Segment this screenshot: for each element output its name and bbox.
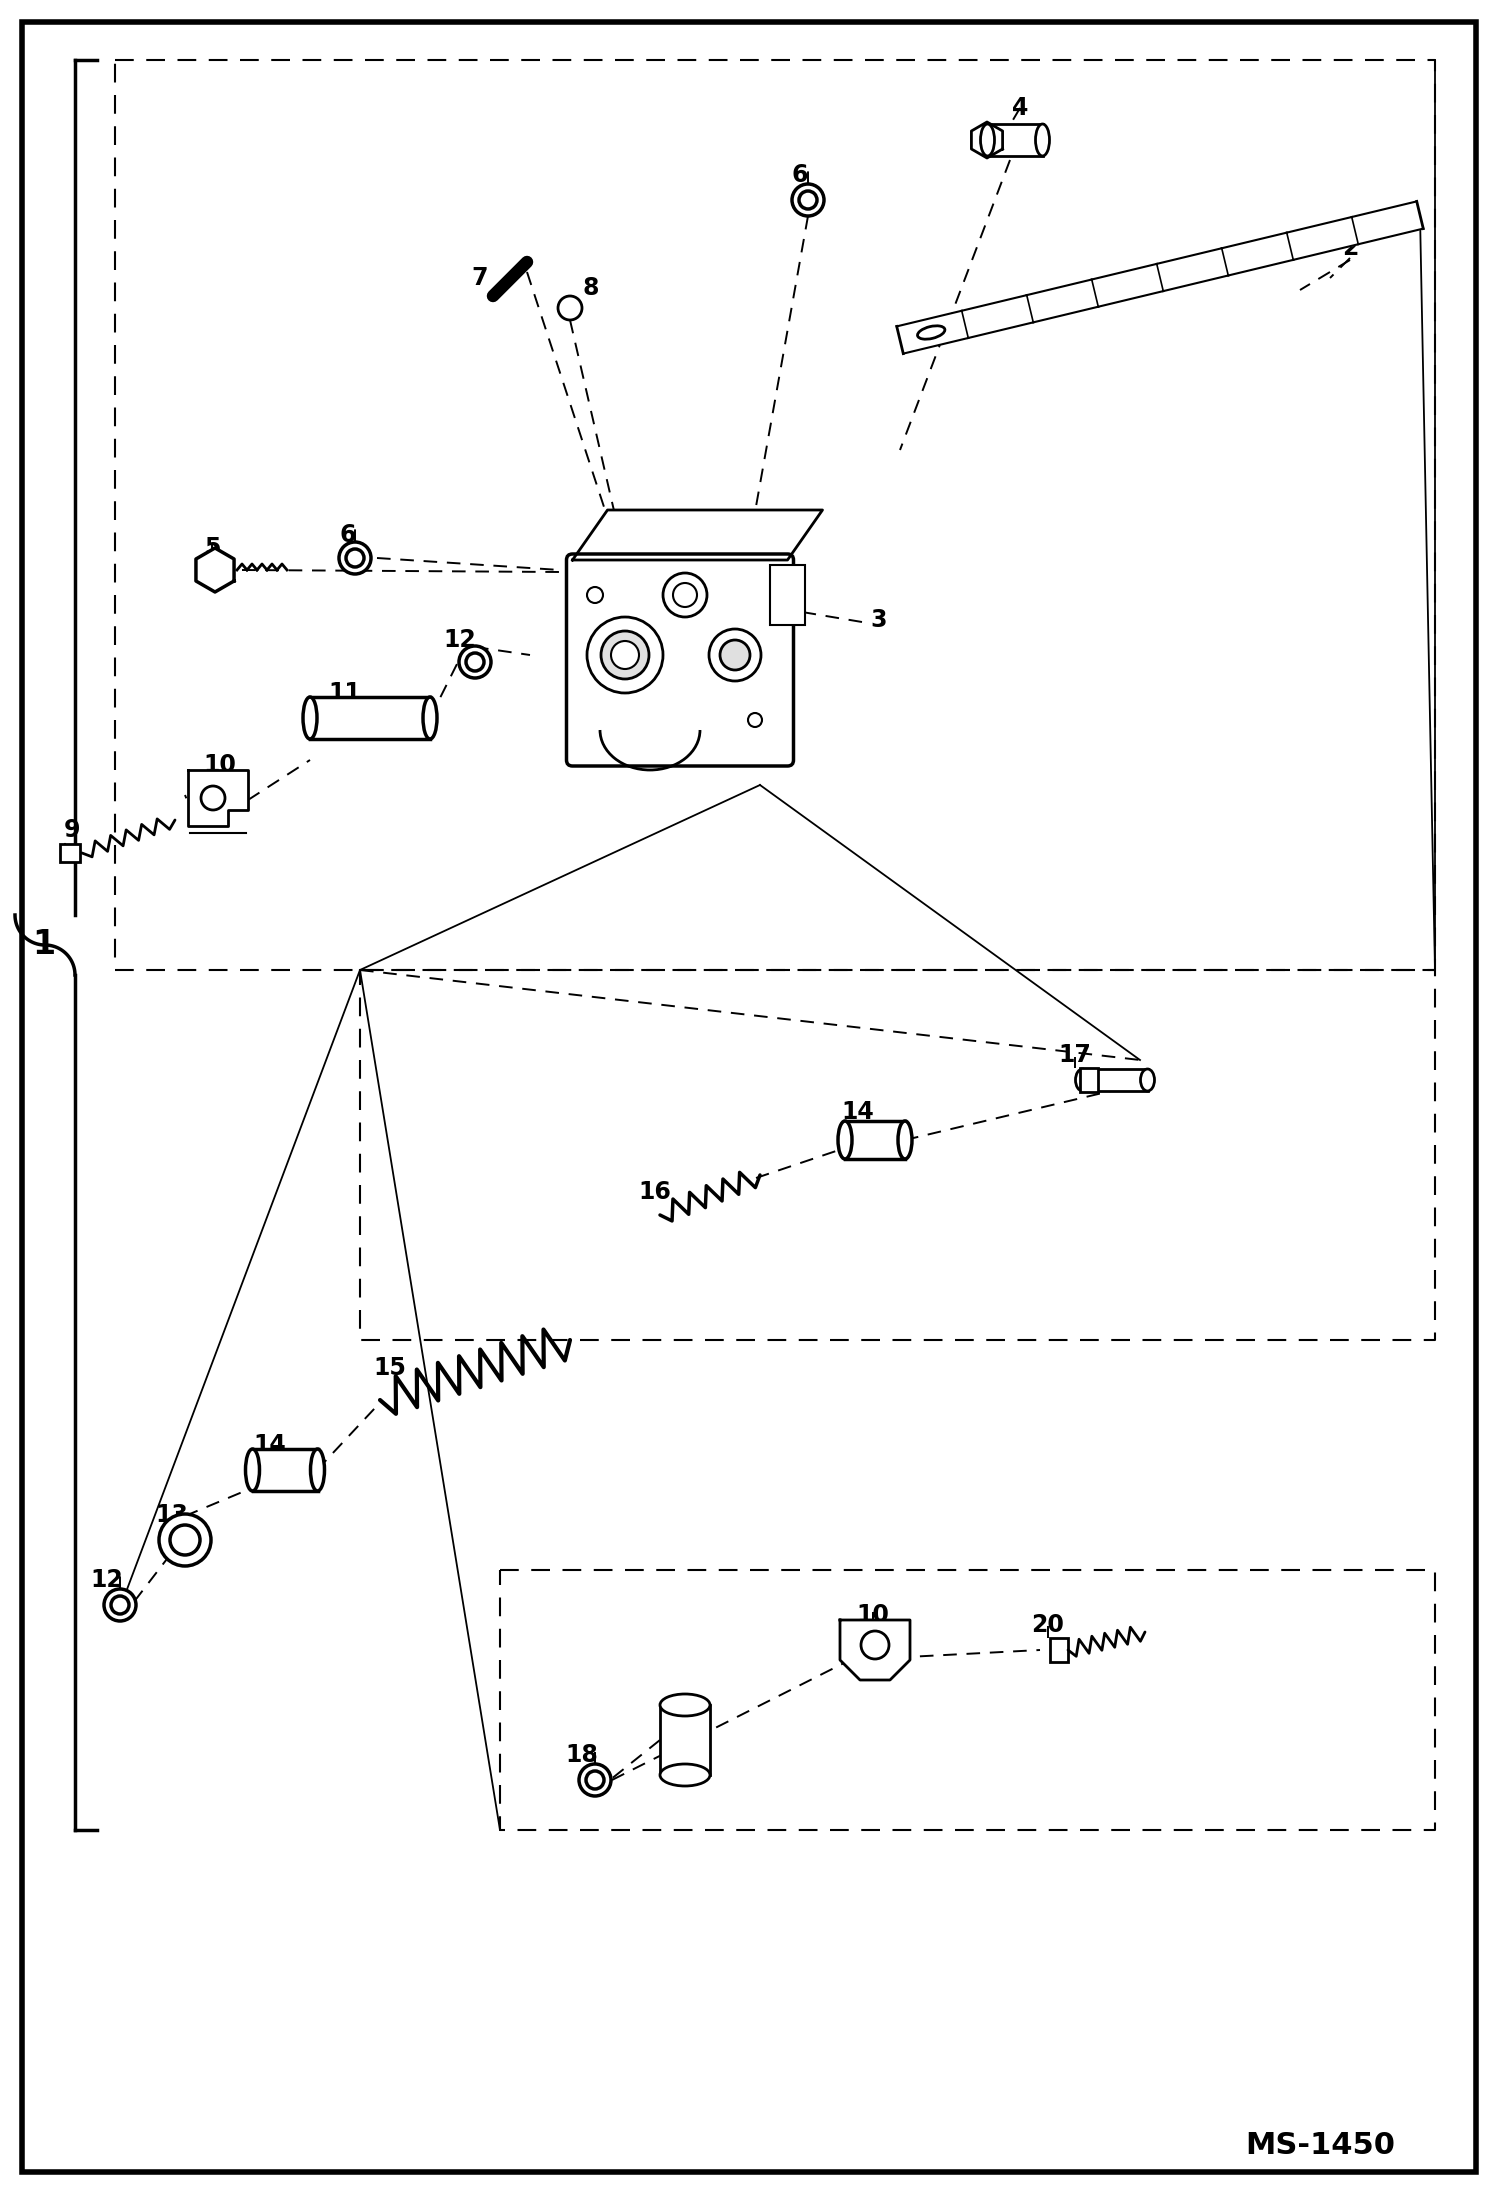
- Circle shape: [611, 641, 640, 669]
- Circle shape: [580, 1764, 611, 1797]
- Polygon shape: [572, 509, 822, 559]
- Text: 18: 18: [566, 1742, 598, 1766]
- Circle shape: [169, 1525, 201, 1556]
- Ellipse shape: [246, 1448, 259, 1492]
- Ellipse shape: [310, 1448, 325, 1492]
- Ellipse shape: [837, 1121, 852, 1158]
- Text: 16: 16: [638, 1180, 671, 1205]
- Polygon shape: [1287, 217, 1359, 259]
- Polygon shape: [189, 770, 249, 825]
- Polygon shape: [1222, 233, 1293, 276]
- Text: 1: 1: [33, 928, 55, 961]
- Text: 7: 7: [472, 265, 488, 290]
- Circle shape: [798, 191, 816, 208]
- Circle shape: [673, 584, 697, 608]
- Bar: [1080, 1068, 1098, 1093]
- Ellipse shape: [661, 1694, 710, 1716]
- Bar: [661, 1705, 710, 1775]
- Circle shape: [748, 713, 762, 726]
- FancyBboxPatch shape: [566, 555, 794, 766]
- Polygon shape: [840, 1619, 909, 1681]
- Text: 12: 12: [443, 627, 476, 652]
- Ellipse shape: [303, 698, 318, 739]
- Text: 4: 4: [1011, 97, 1028, 121]
- Bar: [253, 1448, 318, 1492]
- Circle shape: [103, 1588, 136, 1621]
- Ellipse shape: [1035, 125, 1050, 156]
- Text: 9: 9: [64, 818, 81, 842]
- Ellipse shape: [661, 1764, 710, 1786]
- Bar: [60, 845, 79, 862]
- Circle shape: [201, 785, 225, 810]
- Circle shape: [466, 654, 484, 671]
- Bar: [1050, 1639, 1068, 1663]
- Ellipse shape: [1076, 1068, 1089, 1090]
- Polygon shape: [897, 312, 968, 353]
- Polygon shape: [1026, 279, 1098, 323]
- Ellipse shape: [897, 1121, 912, 1158]
- Text: 10: 10: [857, 1604, 890, 1628]
- Circle shape: [557, 296, 583, 320]
- Bar: [1083, 1068, 1147, 1090]
- Text: 11: 11: [328, 680, 361, 704]
- Text: 2: 2: [1342, 237, 1359, 261]
- Text: 15: 15: [373, 1356, 406, 1380]
- Circle shape: [601, 632, 649, 678]
- Circle shape: [159, 1514, 211, 1567]
- Circle shape: [346, 548, 364, 566]
- Text: 8: 8: [583, 276, 599, 301]
- Polygon shape: [962, 296, 1034, 338]
- Bar: [845, 1121, 905, 1158]
- Text: 10: 10: [204, 753, 237, 777]
- Ellipse shape: [422, 698, 437, 739]
- Bar: [770, 566, 804, 625]
- Bar: [310, 698, 430, 739]
- Circle shape: [339, 542, 372, 575]
- Text: 5: 5: [204, 535, 220, 559]
- Circle shape: [586, 1771, 604, 1788]
- Bar: [987, 125, 1043, 156]
- Circle shape: [664, 573, 707, 617]
- Ellipse shape: [917, 327, 945, 340]
- Ellipse shape: [981, 125, 995, 156]
- Polygon shape: [1351, 202, 1423, 244]
- Circle shape: [458, 645, 491, 678]
- Circle shape: [709, 630, 761, 680]
- Circle shape: [587, 588, 604, 603]
- Circle shape: [861, 1630, 888, 1659]
- Text: 6: 6: [340, 522, 357, 546]
- Polygon shape: [196, 548, 234, 592]
- Text: 13: 13: [156, 1503, 189, 1527]
- Circle shape: [721, 641, 750, 669]
- Polygon shape: [1156, 248, 1228, 292]
- Text: 20: 20: [1032, 1613, 1065, 1637]
- Circle shape: [111, 1595, 129, 1615]
- Circle shape: [792, 184, 824, 215]
- Text: 3: 3: [870, 608, 887, 632]
- Circle shape: [587, 617, 664, 693]
- Text: 19: 19: [668, 1703, 701, 1727]
- Polygon shape: [1092, 263, 1164, 307]
- Text: 12: 12: [90, 1569, 123, 1593]
- Text: 6: 6: [792, 162, 809, 186]
- Text: 14: 14: [842, 1099, 875, 1123]
- Polygon shape: [971, 123, 1002, 158]
- Text: MS-1450: MS-1450: [1245, 2130, 1395, 2159]
- Text: 17: 17: [1059, 1042, 1092, 1066]
- Ellipse shape: [1140, 1068, 1155, 1090]
- Text: 14: 14: [253, 1433, 286, 1457]
